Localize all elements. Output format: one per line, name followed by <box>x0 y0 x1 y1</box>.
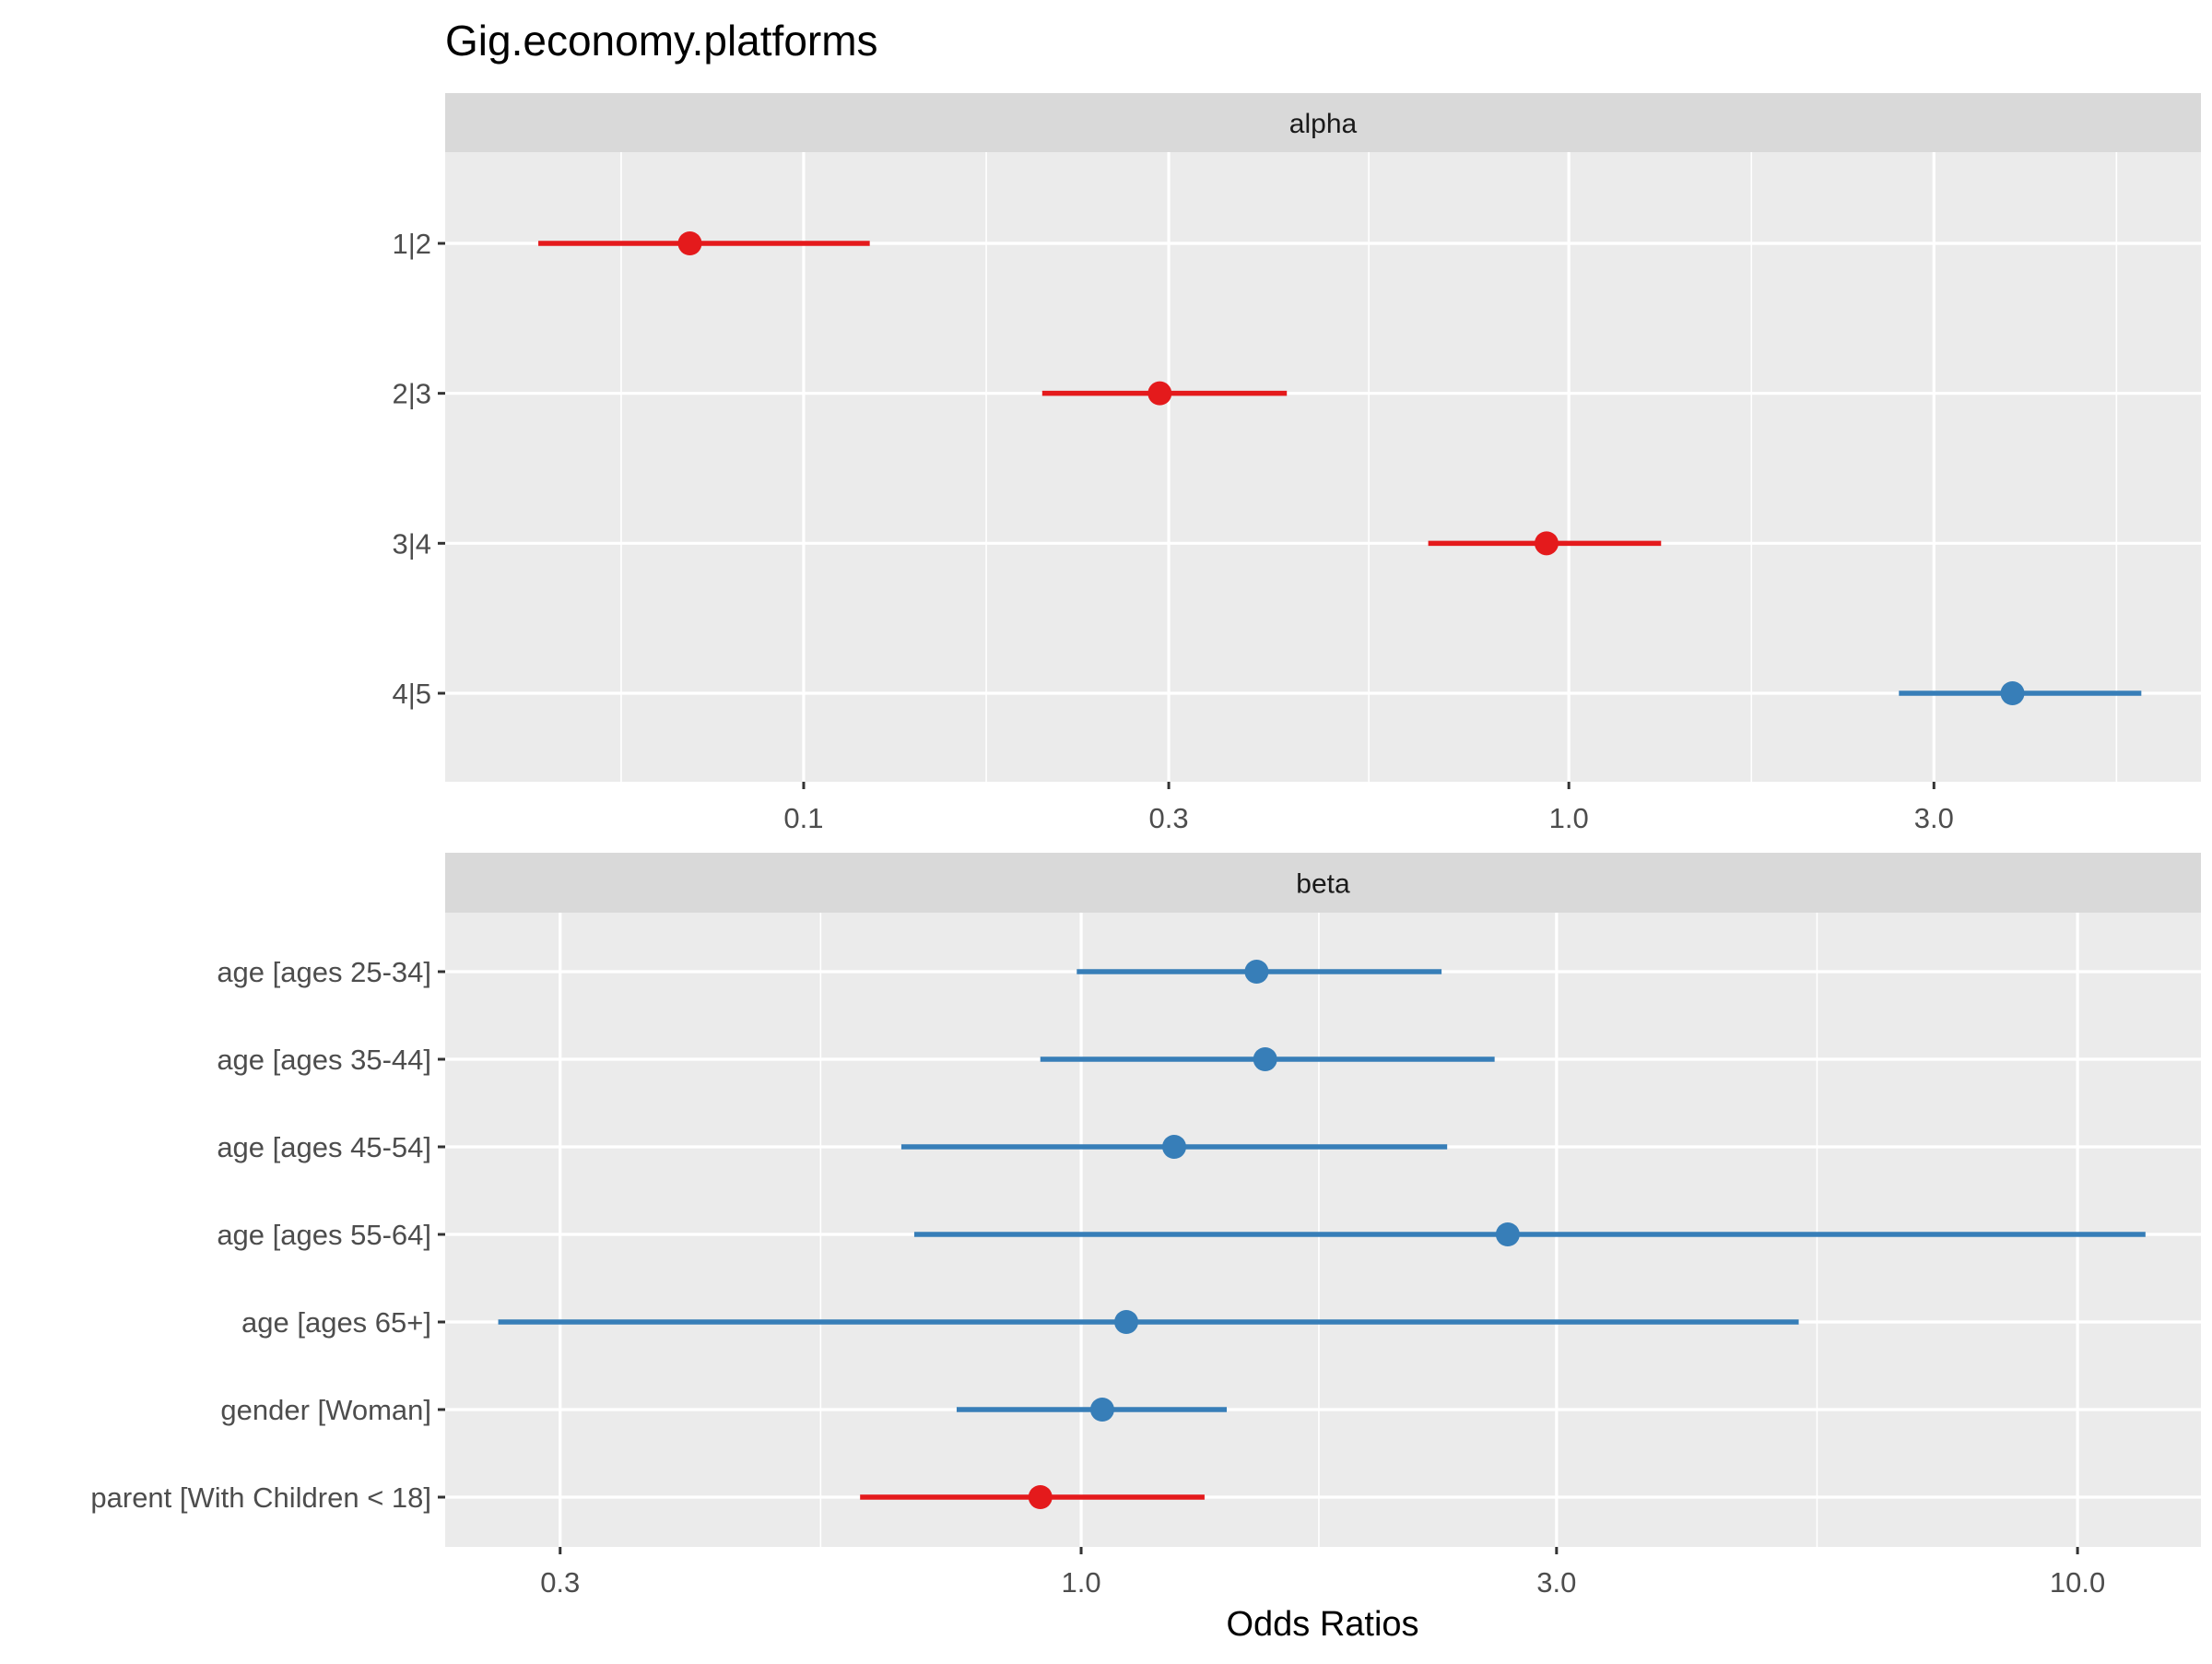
estimate-point-alpha-0 <box>677 231 702 255</box>
panel-strip-label-beta: beta <box>1296 869 1350 900</box>
x-tick-label-beta-2: 3.0 <box>1536 1566 1576 1599</box>
estimate-point-beta-2 <box>1162 1135 1187 1159</box>
panel-strip-label-alpha: alpha <box>1289 109 1358 139</box>
estimate-point-beta-1 <box>1253 1047 1277 1071</box>
x-tick-label-beta-3: 10.0 <box>2050 1566 2105 1599</box>
estimate-point-alpha-2 <box>1534 531 1559 556</box>
y-tick-label-beta-1: age [ages 35-44] <box>217 1044 431 1076</box>
y-tick-label-beta-5: gender [Woman] <box>220 1394 431 1426</box>
estimate-point-beta-6 <box>1028 1485 1053 1509</box>
y-tick-label-beta-3: age [ages 55-64] <box>217 1219 431 1251</box>
estimate-point-beta-4 <box>1114 1310 1139 1334</box>
panel-background-beta <box>445 913 2201 1547</box>
x-tick-label-beta-0: 0.3 <box>540 1566 580 1599</box>
panel-strip-beta <box>445 853 2201 913</box>
panel-background-alpha <box>445 152 2201 782</box>
y-tick-label-alpha-3: 4|5 <box>392 678 431 710</box>
y-tick-label-alpha-1: 2|3 <box>392 378 431 410</box>
chart-title: Gig.economy.platforms <box>445 17 878 65</box>
panel-strip-alpha <box>445 93 2201 152</box>
estimate-point-alpha-3 <box>2000 681 2025 705</box>
x-tick-label-alpha-1: 0.3 <box>1149 802 1189 834</box>
y-tick-label-beta-6: parent [With Children < 18] <box>90 1481 431 1514</box>
x-tick-label-beta-1: 1.0 <box>1061 1566 1100 1599</box>
y-tick-label-alpha-2: 3|4 <box>392 527 431 560</box>
y-tick-label-beta-4: age [ages 65+] <box>241 1306 431 1339</box>
x-tick-label-alpha-0: 0.1 <box>783 802 823 834</box>
estimate-point-alpha-1 <box>1147 381 1172 406</box>
estimate-point-beta-0 <box>1244 960 1269 984</box>
y-tick-label-beta-2: age [ages 45-54] <box>217 1131 431 1163</box>
estimate-point-beta-5 <box>1089 1398 1114 1422</box>
y-tick-label-alpha-0: 1|2 <box>392 228 431 260</box>
x-tick-label-alpha-3: 3.0 <box>1914 802 1954 834</box>
x-axis-title: Odds Ratios <box>1226 1605 1418 1644</box>
x-tick-label-alpha-2: 1.0 <box>1549 802 1589 834</box>
estimate-point-beta-3 <box>1495 1222 1520 1246</box>
y-tick-label-beta-0: age [ages 25-34] <box>217 956 431 988</box>
